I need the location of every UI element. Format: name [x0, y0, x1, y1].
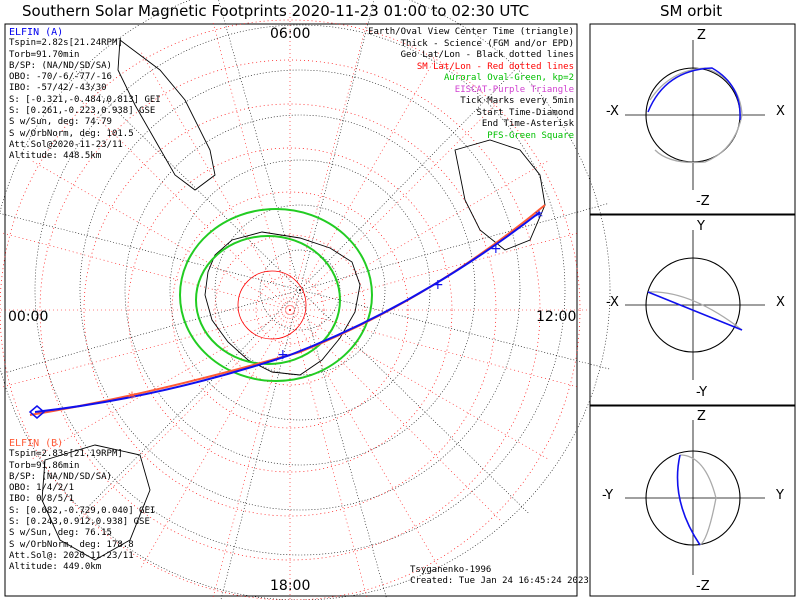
- geo-lon-line-3: [299, 289, 387, 599]
- sm-lon-line-9: [139, 309, 291, 570]
- elfin-b-name: ELFIN (B): [9, 438, 64, 449]
- geo-lon-line-8: [70, 66, 301, 291]
- elfin-a-info: ELFIN (A) Tspin=2.82s[21.24RPM] Torb=91.…: [9, 27, 161, 163]
- hour-label-top: 06:00: [270, 26, 311, 42]
- elfin-b-footprint-track: [29, 204, 546, 416]
- auroral-oval: [179, 208, 373, 382]
- australia-outline: [41, 444, 151, 561]
- hour-label-bottom: 18:00: [270, 578, 311, 594]
- elfin-a-line-9: S w/OrbNorm, deg: 101.5: [9, 128, 134, 139]
- elfin-a-line-7: S: [0.261,-0.223,0.938] GSE: [9, 106, 156, 117]
- geo-lon-line-10: [299, 0, 375, 291]
- track-tick-3: +: [490, 241, 502, 257]
- geo-lon-line-7: [0, 213, 301, 291]
- elfin-a-footprint-track: [34, 211, 541, 413]
- credits-created: Created: Tue Jan 24 16:45:24 2023: [410, 576, 589, 587]
- elfin-b-line-2: Torb=91.86min: [9, 460, 80, 471]
- sm-latlon-grid: [0, 10, 590, 600]
- legend-item-5: Auroral Oval-Green, kp=2: [443, 73, 574, 83]
- geo-lat-circle-6: [34, 24, 566, 556]
- elfin-b-line-9: S w/OrbNorm, deg: 178.8: [9, 539, 134, 550]
- chart-title: Southern Solar Magnetic Footprints 2020-…: [22, 2, 530, 20]
- geo-lat-circle-4: [124, 114, 476, 466]
- elfin-b-line-7: S: [0.243,0.912,0.938] GSE: [9, 517, 150, 528]
- sm-panel-frame-3: [589, 405, 796, 597]
- africa-outline: [454, 139, 546, 251]
- elfin-b-line-6: S: [0.682,-0.729,0.040] GEI: [9, 505, 156, 516]
- sm-lon-line-5: [289, 309, 441, 570]
- geo-lat-circle-3: [169, 159, 431, 421]
- legend-item-10: PFS-Green Square: [487, 130, 574, 141]
- elfin-a-end-asterisk: *: [535, 207, 543, 226]
- antarctica-outline: [204, 231, 361, 376]
- credits-author: Tsyganenko-1996: [410, 565, 492, 575]
- sm-lon-line-3: [289, 309, 550, 461]
- geo-lat-circle-7: [0, 0, 611, 600]
- elfin-a-line-11: Altitude: 448.5km: [9, 151, 102, 162]
- legend-item-2: Thick - Science (FGM and/or EPD): [400, 38, 574, 49]
- elfin-b-info: ELFIN (B) Tspin=2.83s[21.19RPM] Torb=91.…: [9, 438, 155, 574]
- elfin-a-line-5: IBO: -57/42/-43/30: [9, 83, 107, 94]
- legend-item-1: Earth/Oval View Center Time (triangle): [368, 27, 574, 37]
- sm-panel-frame-1: [589, 23, 796, 215]
- sm-lat-circle-5: [83, 103, 497, 517]
- geo-lat-circle-2: [214, 204, 386, 376]
- legend-item-3: Geo Lat/Lon - Black dotted lines: [400, 50, 574, 60]
- sm-lon-line-18: [212, 20, 291, 311]
- legend-item-9: End Time-Asterisk: [481, 119, 574, 129]
- geo-lon-line-6: [0, 289, 301, 375]
- continent-outlines: [41, 39, 546, 561]
- elfin-b-end-asterisk: *: [128, 388, 136, 407]
- sm-orbit-title: SM orbit: [660, 2, 723, 20]
- elfin-a-line-6: S: [-0.321,-0.484,0.813] GEI: [9, 94, 161, 105]
- elfin-b-line-3: B/SP: (NA/ND/SD/SA): [9, 471, 112, 482]
- elfin-a-line-2: Torb=91.70min: [9, 49, 80, 60]
- sm-lon-line-6: [289, 309, 368, 600]
- legend-item-6: EISCAT-Purple Triangle: [454, 84, 574, 95]
- elfin-a-line-10: Att.Sol@2020-11-23/11: [9, 139, 123, 150]
- geo-lat-circle-5: [79, 69, 521, 511]
- track-markers: * * + + +: [28, 207, 543, 419]
- elfin-a-name: ELFIN (A): [9, 27, 64, 38]
- elfin-b-line-5: IBO: 0/8/5/1: [9, 494, 75, 505]
- track-tick-1: +: [277, 347, 289, 363]
- sm-lat-circle-2: [214, 234, 366, 386]
- sm-lat-circle-1: [255, 275, 325, 345]
- elfin-b-line-1: Tspin=2.83s[21.19RPM]: [9, 449, 123, 460]
- track-tick-2: +: [432, 277, 444, 293]
- legend-item-7: Tick Marks every 5min: [460, 96, 574, 106]
- sm-lon-line-14: [0, 232, 291, 311]
- legend: Earth/Oval View Center Time (triangle) T…: [368, 27, 574, 142]
- elfin-a-line-3: B/SP: (NA/ND/SD/SA): [9, 60, 112, 71]
- sm-panel-frame-2: [589, 214, 796, 406]
- geo-lon-line-4: [220, 289, 301, 600]
- elfin-a-start-diamond: [28, 405, 46, 419]
- geo-lon-line-12: [299, 203, 609, 291]
- sm-lat-circle-6: [39, 59, 541, 561]
- hour-label-right: 12:00: [536, 309, 577, 325]
- south-america-outline: [117, 39, 216, 191]
- elfin-a-line-8: S w/Sun, deg: 74.79: [9, 117, 112, 128]
- elfin-a-line-4: OBO: -70/-6/-77/-16: [9, 72, 112, 83]
- elfin-b-line-11: Altitude: 449.0km: [9, 562, 102, 573]
- elfin-b-line-10: Att.Sol@: 2020-11-23/11: [9, 550, 134, 561]
- sm-lat-circle-7: [0, 19, 581, 600]
- geo-lon-line-2: [299, 289, 530, 514]
- sm-lat-circle-3: [171, 191, 409, 429]
- sm-lat-circle-4: [127, 147, 453, 473]
- geo-lon-line-1: [299, 289, 611, 370]
- credits: Tsyganenko-1996 Created: Tue Jan 24 16:4…: [410, 565, 589, 588]
- elfin-b-line-4: OBO: 1/4/2/1: [9, 483, 75, 494]
- elfin-b-line-8: S w/Sun, deg: 76.15: [9, 528, 112, 539]
- legend-item-4: SM Lat/Lon - Red dotted lines: [416, 61, 574, 72]
- geo-lon-line-11: [299, 60, 524, 291]
- geo-latlon-grid: [0, 0, 611, 600]
- legend-item-8: Start Time-Diamond: [476, 107, 574, 118]
- elfin-a-line-1: Tspin=2.82s[21.24RPM]: [9, 38, 123, 49]
- hour-label-left: 00:00: [8, 309, 49, 325]
